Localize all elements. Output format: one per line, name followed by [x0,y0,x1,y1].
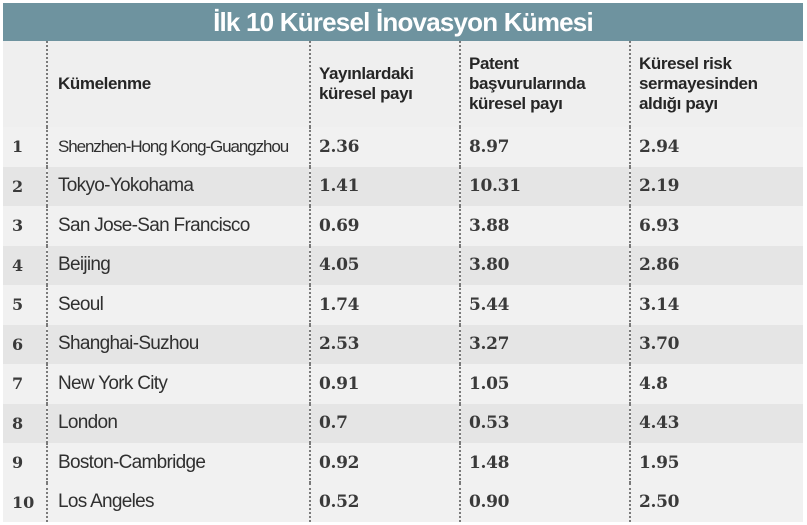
table-row: 8 London 0.7 0.53 4.43 [3,403,803,443]
venture-capital-cell: 4.8 [629,364,803,404]
header-patents-share: Patent başvurularında küresel payı [459,41,630,127]
patents-cell: 3.88 [459,206,630,246]
table-row: 10 Los Angeles 0.52 0.90 2.50 [3,482,803,522]
patents-cell: 10.31 [459,166,630,206]
publications-cell: 2.53 [309,324,460,364]
rank-cell: 1 [3,127,47,167]
venture-capital-cell: 2.50 [629,482,803,522]
venture-capital-cell: 1.95 [629,443,803,483]
title-bar [3,3,803,41]
cluster-name-cell: Shenzhen-Hong Kong-Guangzhou [46,127,310,167]
cluster-name-cell: Seoul [46,285,310,325]
cluster-name-cell: London [46,403,310,443]
table-title: İlk 10 Küresel İnovasyon Kümesi [213,6,594,37]
patents-cell: 8.97 [459,127,630,167]
venture-capital-cell: 2.86 [629,245,803,285]
publications-cell: 0.69 [309,206,460,246]
venture-capital-cell: 6.93 [629,206,803,246]
table-row: 6 Shanghai-Suzhou 2.53 3.27 3.70 [3,324,803,364]
publications-cell: 4.05 [309,245,460,285]
cluster-name-cell: Beijing [46,245,310,285]
publications-cell: 0.52 [309,482,460,522]
patents-cell: 1.05 [459,364,630,404]
rank-cell: 5 [3,285,47,325]
venture-capital-cell: 3.70 [629,324,803,364]
patents-cell: 0.90 [459,482,630,522]
publications-cell: 0.91 [309,364,460,404]
table-header-row: Kümelenme Yayınlardaki küresel payı Pate… [3,41,803,127]
patents-cell: 3.80 [459,245,630,285]
venture-capital-cell: 2.19 [629,166,803,206]
rank-cell: 6 [3,324,47,364]
rank-cell: 7 [3,364,47,404]
publications-cell: 0.92 [309,443,460,483]
cluster-name-cell: Boston-Cambridge [46,443,310,483]
cluster-name-cell: Shanghai-Suzhou [46,324,310,364]
venture-capital-cell: 4.43 [629,403,803,443]
rank-cell: 8 [3,403,47,443]
cluster-name-cell: Tokyo-Yokohama [46,166,310,206]
rank-cell: 2 [3,166,47,206]
rank-cell: 10 [3,482,47,522]
rank-cell: 9 [3,443,47,483]
table-row: 5 Seoul 1.74 5.44 3.14 [3,285,803,325]
header-venture-capital-share: Küresel risk sermayesinden aldığı payı [629,41,803,127]
header-publications-share: Yayınlardaki küresel payı [309,41,460,127]
publications-cell: 2.36 [309,127,460,167]
patents-cell: 1.48 [459,443,630,483]
header-rank [3,41,47,127]
venture-capital-cell: 2.94 [629,127,803,167]
patents-cell: 5.44 [459,285,630,325]
cluster-name-cell: San Jose-San Francisco [46,206,310,246]
table-row: 3 San Jose-San Francisco 0.69 3.88 6.93 [3,206,803,246]
header-cluster-name: Kümelenme [46,41,310,127]
table-row: 4 Beijing 4.05 3.80 2.86 [3,245,803,285]
cluster-name-cell: Los Angeles [46,482,310,522]
table-row: 9 Boston-Cambridge 0.92 1.48 1.95 [3,443,803,483]
publications-cell: 1.41 [309,166,460,206]
publications-cell: 1.74 [309,285,460,325]
cluster-name-cell: New York City [46,364,310,404]
patents-cell: 0.53 [459,403,630,443]
table-row: 1 Shenzhen-Hong Kong-Guangzhou 2.36 8.97… [3,127,803,167]
publications-cell: 0.7 [309,403,460,443]
rank-cell: 3 [3,206,47,246]
table-row: 7 New York City 0.91 1.05 4.8 [3,364,803,404]
venture-capital-cell: 3.14 [629,285,803,325]
innovation-cluster-table-card: İlk 10 Küresel İnovasyon Kümesi Kümelenm… [3,3,803,522]
patents-cell: 3.27 [459,324,630,364]
table-row: 2 Tokyo-Yokohama 1.41 10.31 2.19 [3,166,803,206]
rank-cell: 4 [3,245,47,285]
innovation-clusters-table: Kümelenme Yayınlardaki küresel payı Pate… [3,41,803,522]
